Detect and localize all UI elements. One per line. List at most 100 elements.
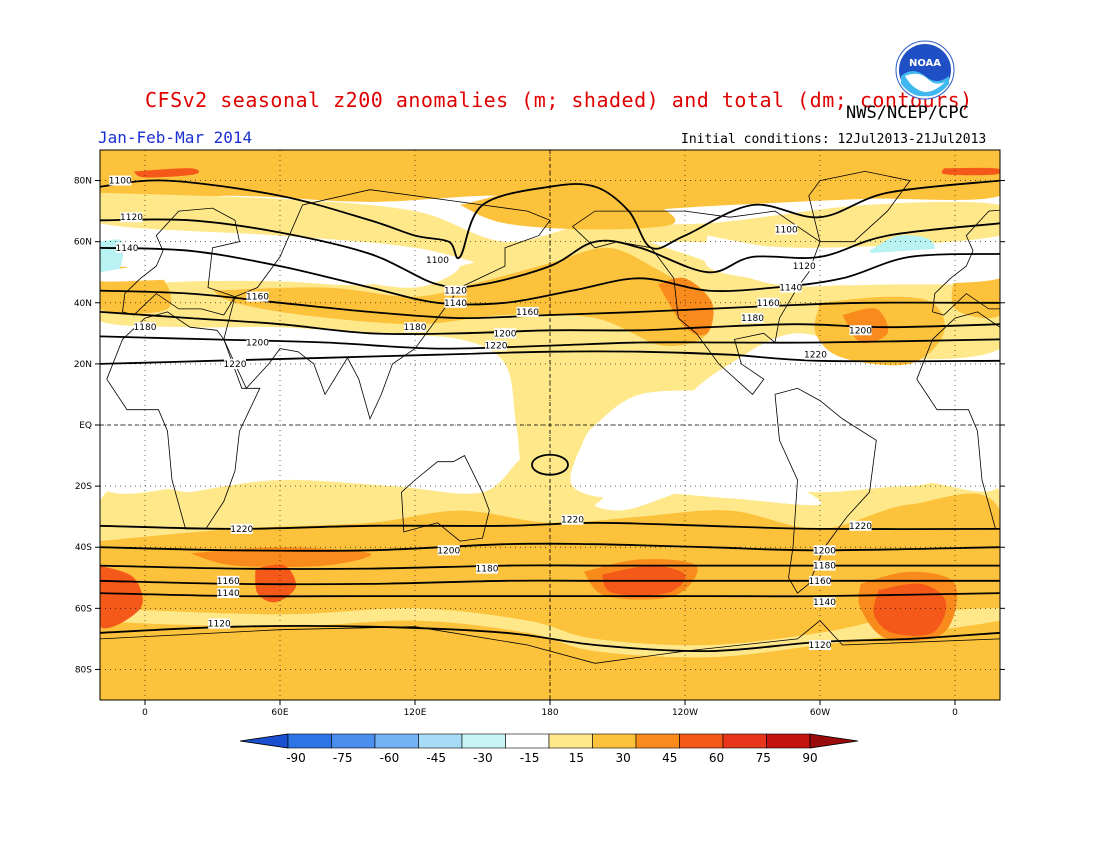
contour-label: 1160: [757, 299, 780, 309]
colorbar-swatch: [331, 733, 376, 749]
contour-label-bg: [476, 563, 498, 574]
contour-label-bg: [813, 545, 836, 556]
forecast-period: Jan-Feb-Mar 2014: [98, 128, 253, 147]
lon-label: 180: [541, 708, 558, 718]
contour-label: 1220: [804, 351, 827, 361]
contour-label-bg: [120, 212, 143, 223]
contour-label: 1220: [561, 516, 584, 526]
colorbar-label: 60: [709, 751, 724, 765]
contour-label: 1180: [476, 565, 499, 575]
agency-label: NWS/NCEP/CPC: [846, 103, 969, 123]
contour-label: 1100: [426, 256, 449, 266]
contour-label-bg: [426, 255, 449, 265]
map-axes: 80N 60N 40N 20N EQ 20S 40S 60S 80S 0 60E 120E 180 120…: [74, 177, 1005, 718]
contour-1180: [100, 311, 1000, 336]
contour-1140: [100, 592, 1000, 598]
contour-label-bg: [813, 560, 836, 571]
lon-label: 0: [952, 708, 958, 718]
contour-label: 1220: [230, 525, 253, 535]
contour-label-bg: [116, 242, 138, 253]
colorbar-swatch: [592, 733, 637, 749]
colorbar-label: 15: [569, 751, 584, 765]
colorbar-swatch: [287, 733, 332, 749]
colorbar-label: 90: [802, 751, 817, 765]
contour-label: 1120: [793, 262, 816, 272]
contour-1120: [100, 624, 1000, 653]
colorbar-swatch: [505, 733, 550, 749]
contour-label-bg: [804, 349, 827, 360]
contour-label-bg: [849, 325, 872, 336]
contour-label: 1160: [246, 293, 269, 303]
coast-europe-wrap: [932, 209, 1000, 316]
shade-sh-white-pacific: [606, 473, 822, 506]
shade-midlat-white-w: [100, 247, 460, 288]
contour-label-bg: [109, 175, 132, 186]
shade-arctic-core-e: [941, 167, 1000, 176]
chart-title: CFSv2 seasonal z200 anomalies (m; shaded…: [145, 88, 973, 112]
contour-label-bg: [437, 545, 460, 556]
contour-1140: [100, 246, 1000, 306]
contour-label-bg: [561, 514, 584, 525]
coast-antarctica: [100, 620, 1000, 664]
coast-asia-wrap: [1034, 190, 1100, 419]
colorbar-swatch: [418, 733, 463, 749]
contour-label-bg: [775, 224, 798, 235]
contour-label-bg: [494, 328, 516, 339]
shade-tropics-white-w: [100, 380, 505, 494]
colorbar: -90 -75 -60 -45 -30 -15 15 30 45 60 75 90: [239, 733, 859, 765]
contour-1220: [100, 350, 1000, 365]
map-gridlines: [100, 150, 1000, 700]
colorbar-swatch: [679, 733, 724, 749]
contour-label-bg: [404, 322, 426, 333]
coast-australia: [401, 455, 490, 542]
colorbar-label: -15: [520, 751, 540, 765]
contour-label-bg: [809, 640, 831, 650]
logo-text: NOAA: [909, 58, 941, 69]
lat-label: 80S: [75, 665, 92, 675]
lat-label: 20S: [75, 482, 92, 492]
contour-label-bg: [444, 285, 467, 296]
contour-label: 1160: [809, 577, 832, 587]
shade-nh-jet: [212, 247, 710, 347]
contour-label: 1160: [516, 308, 539, 318]
colorbar-swatch: [766, 733, 811, 749]
contour-label-bg: [809, 575, 831, 586]
contour-label: 1200: [437, 546, 460, 556]
contour-label-bg: [741, 313, 764, 324]
shade-arctic-pacific: [460, 186, 676, 230]
contour-label-bg: [444, 297, 467, 308]
contour-label-bg: [224, 358, 246, 369]
colorbar-label: -45: [426, 751, 446, 765]
contour-label-bg: [779, 282, 802, 293]
contour-label: 1220: [224, 360, 247, 370]
contour-label-bg: [813, 597, 836, 608]
contour-label: 1220: [849, 522, 872, 532]
colorbar-left-arrow: [239, 733, 289, 749]
colorbar-swatch: [635, 733, 680, 749]
colorbar-label: 75: [756, 751, 771, 765]
contour-label: 1180: [134, 323, 157, 333]
contour-label: 1220: [485, 342, 508, 352]
contour-label-bg: [849, 520, 872, 531]
colorbar-label: -60: [380, 751, 400, 765]
contour-label-bg: [246, 337, 269, 348]
shade-south-indian: [190, 547, 372, 568]
shade-south-atlantic-core: [873, 583, 947, 636]
lon-label: 120E: [404, 708, 427, 718]
lat-label: 40N: [74, 299, 92, 309]
contour-label: 1120: [120, 213, 143, 223]
coast-europe: [122, 207, 240, 316]
colorbar-right-arrow: [809, 733, 859, 749]
contour-label-bg: [217, 575, 240, 586]
contour-1100: [100, 179, 1000, 260]
lat-label: 60S: [75, 604, 92, 614]
lon-label: 120W: [672, 708, 698, 718]
coast-north-america: [572, 210, 821, 395]
contour-1120: [100, 218, 1000, 289]
contour-label: 1140: [813, 598, 836, 608]
contour-label: 1140: [116, 244, 139, 254]
contour-label: 1140: [217, 589, 240, 599]
initial-conditions: Initial conditions: 12Jul2013-21Jul2013: [681, 132, 987, 147]
colorbar-label: 30: [615, 751, 630, 765]
